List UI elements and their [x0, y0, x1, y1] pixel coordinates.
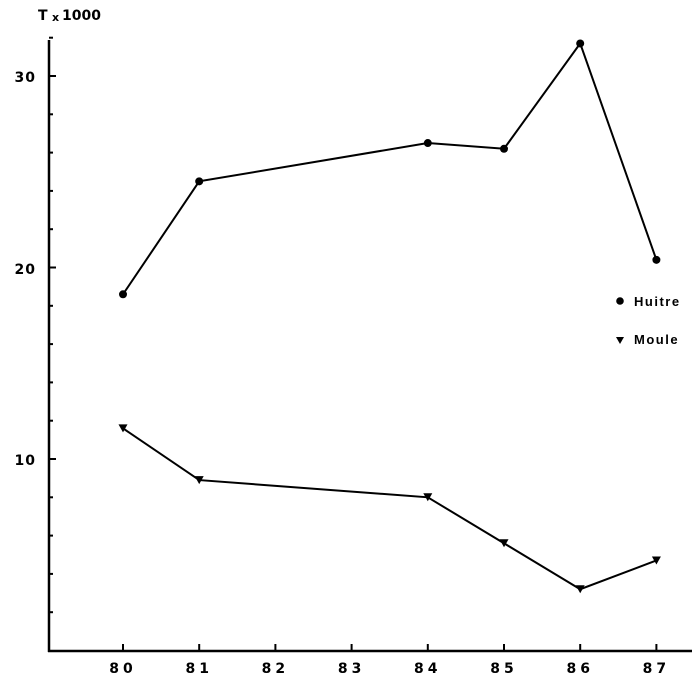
series-line — [122, 427, 657, 591]
triangle-down-marker-icon — [118, 424, 128, 433]
y-axis-unit-label: T x 1000 — [38, 8, 101, 24]
x-label-80: 80 — [109, 661, 136, 677]
y-unit-multiplier: 1000 — [62, 8, 101, 24]
y-axis-labels: 30 20 10 — [15, 70, 36, 469]
triangle-down-marker-icon — [423, 493, 433, 502]
x-label-82: 82 — [262, 661, 289, 677]
circle-marker-icon — [576, 39, 585, 48]
legend: Huitre Moule — [616, 294, 681, 347]
y-label-20: 20 — [15, 262, 36, 278]
x-label-85: 85 — [490, 661, 517, 677]
x-label-84: 84 — [414, 661, 441, 677]
legend-item-huitre: Huitre — [616, 294, 681, 309]
legend-label-huitre: Huitre — [634, 294, 681, 309]
legend-item-moule: Moule — [616, 332, 679, 347]
series-moule — [118, 424, 661, 594]
legend-label-moule: Moule — [634, 332, 679, 347]
y-unit-multiplier-prefix: x — [52, 11, 59, 24]
series-line — [122, 41, 658, 295]
circle-marker-icon — [119, 290, 127, 299]
x-label-87: 87 — [643, 661, 670, 677]
triangle-down-marker-icon — [194, 476, 204, 485]
x-axis-ticks — [122, 644, 658, 651]
circle-marker-icon — [652, 255, 661, 264]
circle-marker-icon — [616, 297, 624, 305]
circle-marker-icon — [195, 177, 204, 186]
triangle-down-marker-icon — [499, 539, 509, 548]
x-label-83: 83 — [338, 661, 365, 677]
series-huitre — [119, 39, 661, 299]
triangle-down-marker-icon — [575, 585, 585, 594]
x-label-86: 86 — [566, 661, 593, 677]
y-label-10: 10 — [15, 453, 36, 469]
x-axis-labels: 80 81 82 83 84 85 86 87 — [109, 661, 670, 677]
circle-marker-icon — [423, 139, 432, 148]
y-axis-ticks — [49, 36, 56, 614]
x-label-81: 81 — [185, 661, 212, 677]
triangle-down-marker-icon — [616, 337, 624, 344]
triangle-down-marker-icon — [651, 556, 661, 565]
circle-marker-icon — [500, 144, 508, 153]
y-label-30: 30 — [15, 70, 36, 86]
y-unit-main: T — [38, 8, 48, 24]
